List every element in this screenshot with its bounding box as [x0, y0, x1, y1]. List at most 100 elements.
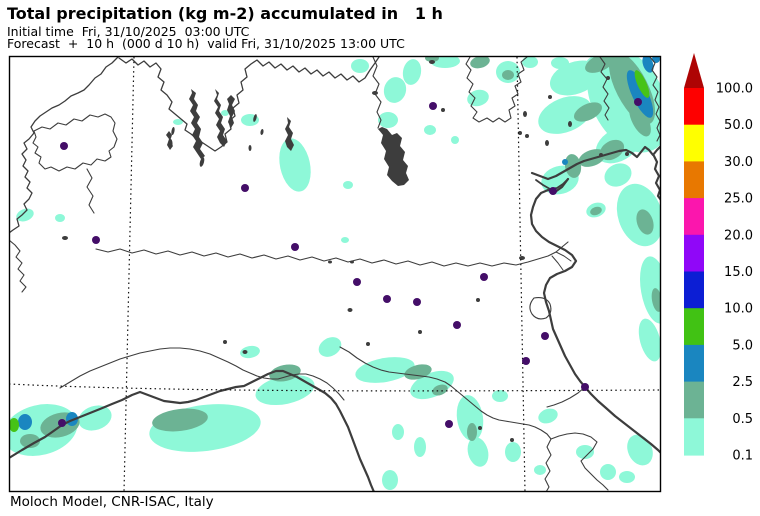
- terrain-mark: [523, 111, 527, 117]
- colorbar-label: 25.0: [724, 192, 753, 207]
- terrain-mark: [366, 342, 370, 346]
- colorbar: 100.0 50.0 30.0 25.0 20.0 15.0 10.0 5.0 2.5 0.5 0.…: [684, 53, 753, 464]
- city-marker: [445, 420, 453, 428]
- precip-cell: [638, 318, 661, 362]
- precip-cell: [502, 70, 514, 80]
- precip-cell: [9, 418, 19, 432]
- precip-cell: [600, 464, 616, 480]
- city-marker: [291, 243, 299, 251]
- precip-cell: [255, 374, 315, 406]
- precip-cell: [279, 138, 311, 192]
- precip-cell: [467, 437, 489, 467]
- comacchio-lagoon-outline: [529, 297, 552, 320]
- lake-garda: [378, 127, 409, 186]
- city-marker: [92, 236, 100, 244]
- precip-cell: [522, 56, 538, 68]
- precip-cell: [16, 208, 34, 222]
- terrain-mark: [599, 153, 603, 157]
- precip-cell: [55, 214, 65, 222]
- map-frame: [8, 55, 662, 493]
- precip-cell: [629, 103, 651, 137]
- precip-cell: [590, 206, 602, 216]
- meridian-west: [123, 56, 135, 492]
- terrain-mark: [518, 131, 522, 135]
- precip-cell: [573, 102, 603, 122]
- forecast-valid-line: Forecast + 10 h (000 d 10 h) valid Fri, …: [7, 36, 405, 51]
- colorbar-label: 10.0: [724, 302, 753, 317]
- city-marker: [480, 273, 488, 281]
- lake-maggiore: [189, 89, 205, 159]
- terrain-mark: [429, 60, 435, 64]
- terrain-mark: [253, 114, 257, 122]
- precip-cell: [392, 424, 404, 440]
- precip-cell: [341, 237, 349, 243]
- border-switzerland: [118, 56, 380, 152]
- city-marker: [581, 383, 589, 391]
- precip-cell: [404, 364, 432, 380]
- precip-cell: [20, 434, 40, 448]
- precip-cell: [402, 59, 422, 85]
- precip-cell: [604, 163, 632, 187]
- precip-cell: [78, 405, 112, 431]
- coastline-adriatic: [529, 177, 661, 455]
- precip-cell: [505, 442, 521, 462]
- precip-cell: [585, 56, 615, 73]
- terrain-mark: [169, 139, 173, 147]
- terrain-mark: [171, 127, 175, 135]
- colorbar-label: 15.0: [724, 265, 753, 280]
- model-credit: Moloch Model, CNR-ISAC, Italy: [10, 494, 214, 510]
- colorbar-band: [684, 381, 704, 419]
- city-marker: [60, 142, 68, 150]
- precip-cell: [627, 434, 653, 466]
- precip-cell: [240, 345, 260, 359]
- precip-cell: [470, 56, 490, 69]
- terrain-mark: [519, 256, 525, 260]
- terrain-mark: [476, 298, 480, 302]
- terrain-mark: [223, 340, 227, 344]
- precip-cell: [538, 96, 592, 134]
- terrain-mark: [525, 134, 529, 138]
- city-marker: [541, 332, 549, 340]
- precip-cell: [492, 390, 508, 402]
- border-valle-aosta: [32, 113, 118, 172]
- city-markers-layer: [58, 98, 642, 428]
- terrain-mark: [242, 350, 248, 354]
- colorbar-band: [684, 88, 704, 126]
- city-marker: [522, 357, 530, 365]
- border-france: [9, 56, 119, 234]
- precip-cell: [651, 288, 661, 312]
- terrain-marks-layer: [62, 60, 629, 442]
- lake-como-west: [214, 89, 227, 147]
- colorbar-band: [684, 198, 704, 236]
- precip-cell: [318, 337, 342, 357]
- border-apennine-emilia: [339, 346, 552, 440]
- colorbar-band: [684, 161, 704, 199]
- precip-cell: [634, 70, 650, 98]
- precip-cell: [221, 110, 229, 116]
- page-title: Total precipitation (kg m-2) accumulated…: [7, 4, 443, 23]
- precip-cell: [576, 445, 594, 459]
- precip-cell: [351, 59, 369, 73]
- precip-cell: [619, 471, 635, 483]
- colorbar-label: 2.5: [732, 375, 753, 390]
- precip-cell: [378, 112, 398, 128]
- precip-cell: [467, 423, 477, 441]
- precip-cell: [173, 119, 183, 125]
- terrain-mark: [347, 308, 353, 312]
- colorbar-label: 5.0: [732, 338, 753, 353]
- border-marche-tuscany: [544, 386, 609, 492]
- precip-cell: [534, 465, 546, 475]
- city-marker: [58, 419, 66, 427]
- precip-cell: [343, 181, 353, 189]
- precip-cell: [382, 470, 398, 490]
- precip-cell: [451, 136, 459, 144]
- precip-cell: [538, 408, 558, 424]
- colorbar-label: 30.0: [724, 155, 753, 170]
- terrain-mark: [199, 157, 205, 167]
- city-marker: [241, 184, 249, 192]
- border-friuli: [599, 56, 610, 121]
- initial-time-line: Initial time Fri, 31/10/2025 03:00 UTC: [7, 24, 250, 39]
- graticule: [9, 56, 661, 492]
- city-marker: [413, 298, 421, 306]
